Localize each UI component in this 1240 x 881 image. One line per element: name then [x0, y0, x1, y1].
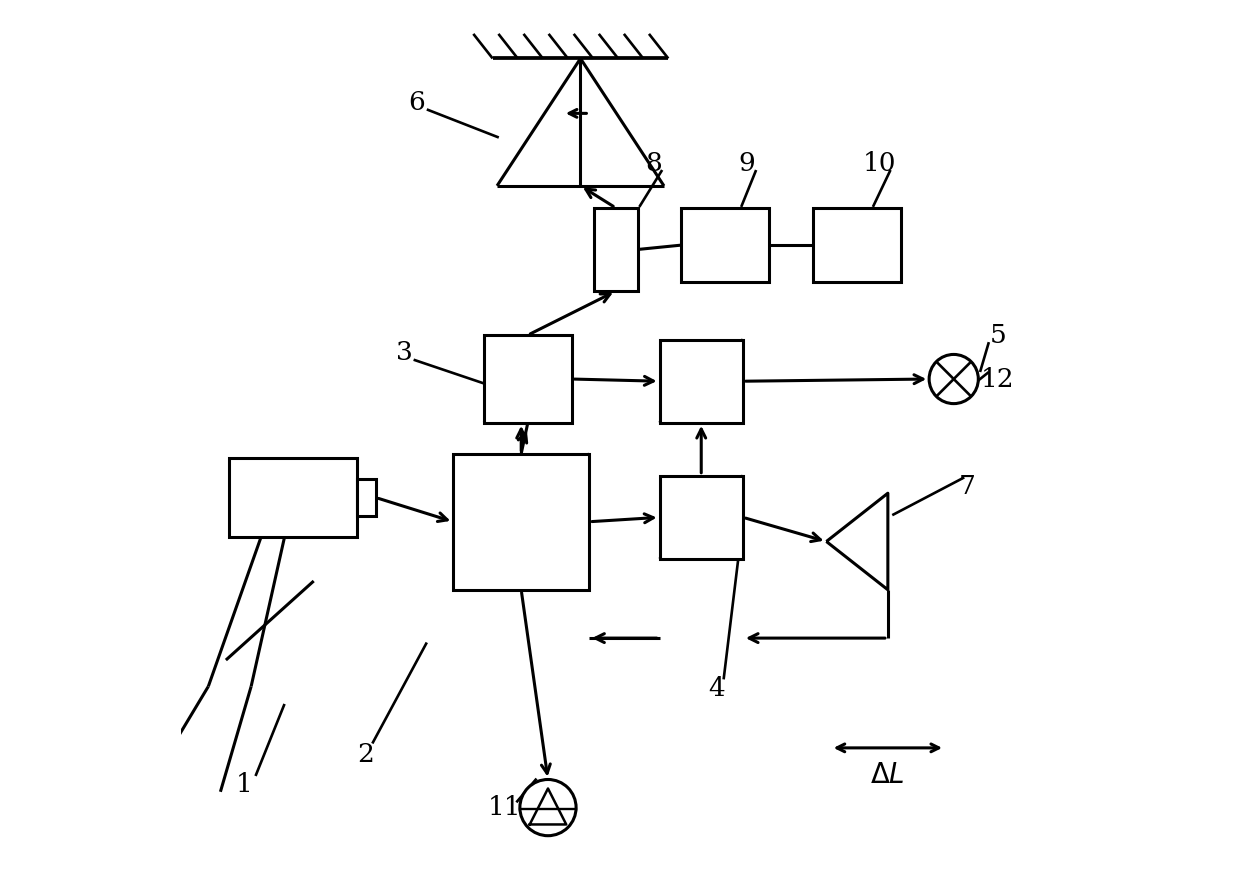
Text: 2: 2: [357, 743, 373, 767]
Bar: [682, 208, 769, 283]
Text: 4: 4: [708, 676, 725, 700]
Text: 6: 6: [408, 90, 424, 115]
Text: 11: 11: [487, 795, 521, 820]
Text: 5: 5: [990, 322, 1006, 348]
Text: 3: 3: [397, 340, 413, 366]
Text: 8: 8: [645, 152, 662, 176]
Text: 7: 7: [959, 474, 976, 499]
Text: 1: 1: [236, 773, 253, 797]
Text: 12: 12: [981, 366, 1014, 391]
Text: 9: 9: [738, 152, 755, 176]
Bar: [813, 208, 901, 283]
Bar: [660, 476, 743, 559]
Bar: [660, 339, 743, 423]
Bar: [229, 458, 357, 537]
Circle shape: [929, 354, 978, 403]
Text: $\Delta L$: $\Delta L$: [870, 762, 905, 789]
Bar: [453, 454, 589, 589]
Bar: [484, 335, 572, 423]
Bar: [594, 208, 637, 292]
Text: 10: 10: [862, 152, 895, 176]
Bar: [357, 479, 376, 516]
Circle shape: [520, 780, 577, 836]
